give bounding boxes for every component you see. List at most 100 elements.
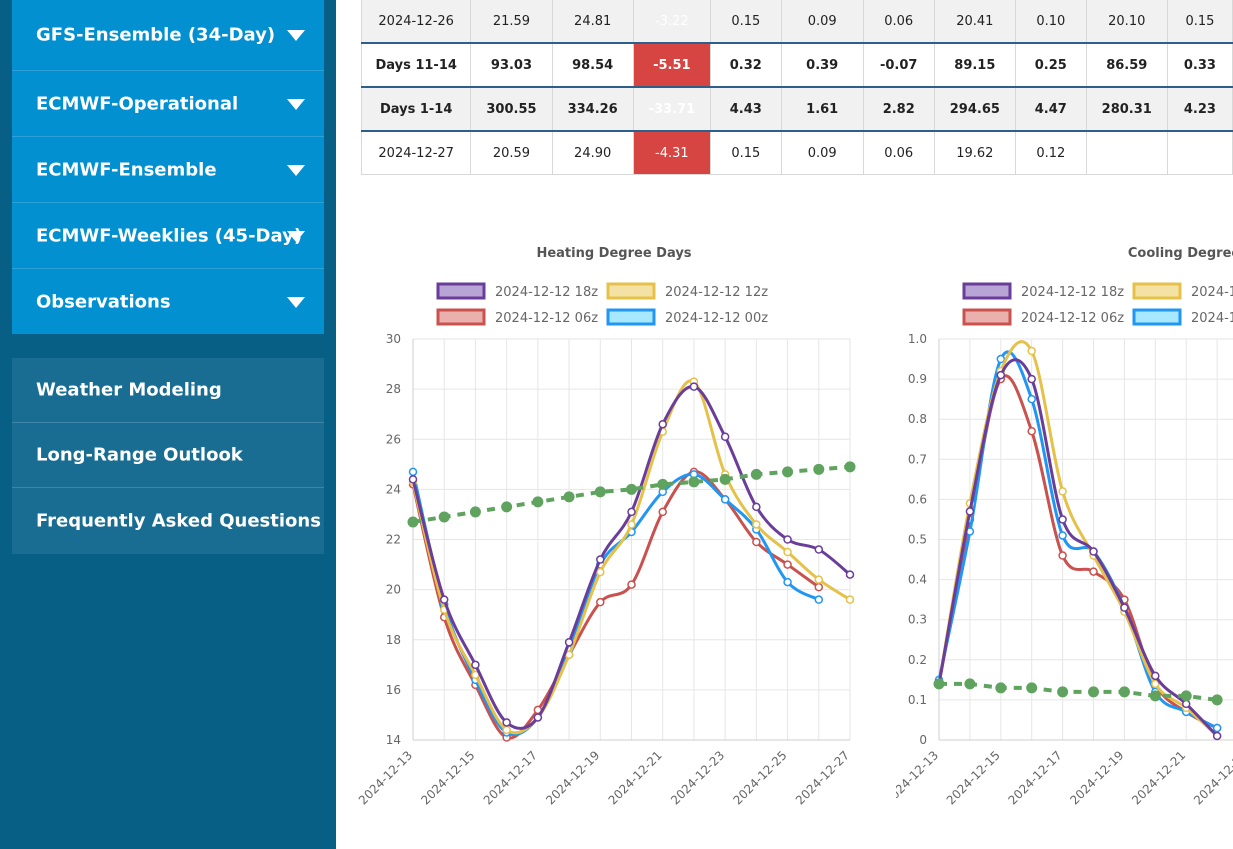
data-point[interactable]	[719, 473, 731, 485]
menu-item-gfs-ensemble-34-day[interactable]: GFS-Ensemble (34-Day)	[12, 0, 324, 71]
data-point[interactable]	[408, 467, 418, 477]
menu-item-ecmwf-weeklies-45-day[interactable]: ECMWF-Weeklies (45-Day)	[12, 203, 324, 269]
legend-item[interactable]: 2024-12-12 00z	[606, 308, 768, 326]
data-point[interactable]	[965, 507, 975, 516]
legend-item[interactable]: 2024-12-12 00z	[1132, 308, 1233, 326]
data-point[interactable]	[996, 354, 1006, 364]
data-point[interactable]	[1089, 567, 1098, 576]
data-point[interactable]	[996, 370, 1006, 380]
data-point[interactable]	[533, 713, 543, 722]
data-point[interactable]	[1027, 426, 1036, 436]
data-point[interactable]	[627, 580, 636, 589]
data-point[interactable]	[814, 582, 824, 592]
chart-title: Cooling Degree Days	[1128, 246, 1233, 261]
data-point[interactable]	[502, 725, 511, 735]
menu-item-observations[interactable]: Observations	[12, 269, 324, 335]
data-point[interactable]	[814, 575, 824, 584]
data-point[interactable]	[439, 595, 449, 604]
data-point[interactable]	[1058, 551, 1067, 560]
data-point[interactable]	[813, 463, 825, 475]
data-point[interactable]	[782, 466, 794, 478]
data-point[interactable]	[471, 660, 480, 670]
legend-item[interactable]: 2024-12-12 12z	[1132, 282, 1233, 300]
data-point[interactable]	[964, 678, 976, 690]
data-point[interactable]	[627, 507, 636, 517]
data-point[interactable]	[1211, 694, 1223, 706]
chevron-down-icon[interactable]	[287, 98, 305, 110]
data-point[interactable]	[407, 516, 419, 528]
chevron-down-icon[interactable]	[287, 230, 305, 242]
data-point[interactable]	[995, 682, 1007, 694]
data-point[interactable]	[1118, 686, 1130, 698]
data-point[interactable]	[689, 382, 699, 391]
chevron-down-icon[interactable]	[287, 297, 305, 308]
data-point[interactable]	[783, 560, 792, 569]
chevron-down-icon[interactable]	[287, 164, 305, 176]
data-point[interactable]	[688, 476, 700, 488]
data-point[interactable]	[408, 475, 418, 484]
data-point[interactable]	[814, 595, 824, 604]
data-point[interactable]	[1212, 723, 1222, 733]
data-point[interactable]	[933, 678, 945, 690]
data-point[interactable]	[1027, 346, 1036, 356]
legend-item[interactable]: 2024-12-12 18z	[436, 282, 598, 300]
data-point[interactable]	[1027, 374, 1036, 384]
data-point[interactable]	[1180, 690, 1192, 702]
data-point[interactable]	[783, 547, 792, 557]
data-point[interactable]	[501, 501, 513, 513]
data-point[interactable]	[783, 535, 792, 544]
data-point[interactable]	[752, 520, 761, 529]
nav-link-frequently-asked-questions[interactable]: Frequently Asked Questions	[12, 488, 324, 554]
data-point[interactable]	[563, 491, 575, 503]
data-point[interactable]	[720, 432, 730, 441]
data-point[interactable]	[844, 461, 856, 473]
data-point[interactable]	[1151, 679, 1160, 689]
data-point[interactable]	[845, 595, 855, 604]
data-point[interactable]	[1212, 731, 1222, 741]
data-point[interactable]	[1088, 686, 1100, 698]
data-point[interactable]	[783, 577, 792, 587]
data-point[interactable]	[1149, 690, 1161, 702]
data-point[interactable]	[1058, 531, 1067, 540]
data-point[interactable]	[627, 520, 636, 529]
data-point[interactable]	[1026, 682, 1038, 694]
data-point[interactable]	[750, 468, 762, 480]
legend-item[interactable]: 2024-12-12 06z	[436, 308, 598, 326]
data-point[interactable]	[596, 567, 605, 577]
legend-item[interactable]: 2024-12-12 18z	[962, 282, 1124, 300]
nav-link-weather-modeling[interactable]: Weather Modeling	[12, 358, 324, 423]
data-point[interactable]	[1058, 487, 1067, 496]
data-point[interactable]	[752, 537, 761, 547]
data-point[interactable]	[720, 495, 730, 504]
data-point[interactable]	[594, 486, 606, 498]
legend-item[interactable]: 2024-12-12 06z	[962, 308, 1124, 326]
menu-item-ecmwf-ensemble[interactable]: ECMWF-Ensemble	[12, 137, 324, 203]
legend-item[interactable]: 2024-12-12 12z	[606, 282, 768, 300]
data-point[interactable]	[1120, 603, 1129, 612]
data-point[interactable]	[502, 718, 511, 727]
data-point[interactable]	[752, 502, 761, 512]
data-point[interactable]	[658, 419, 667, 429]
data-point[interactable]	[438, 511, 450, 523]
data-point[interactable]	[564, 638, 574, 647]
data-point[interactable]	[1058, 515, 1067, 524]
data-point[interactable]	[845, 570, 855, 579]
nav-link-long-range-outlook[interactable]: Long-Range Outlook	[12, 423, 324, 488]
y-tick-label: 0.4	[908, 573, 927, 587]
data-point[interactable]	[469, 506, 481, 518]
data-point[interactable]	[596, 597, 605, 607]
data-point[interactable]	[1027, 394, 1036, 404]
data-point[interactable]	[658, 507, 667, 517]
data-point[interactable]	[814, 545, 824, 554]
data-point[interactable]	[657, 478, 669, 490]
data-point[interactable]	[1151, 671, 1160, 681]
data-point[interactable]	[532, 496, 544, 508]
data-point[interactable]	[1181, 699, 1191, 709]
data-point[interactable]	[596, 555, 605, 564]
data-point[interactable]	[626, 483, 637, 495]
chevron-down-icon[interactable]	[287, 30, 305, 41]
menu-item-ecmwf-operational[interactable]: ECMWF-Operational	[12, 71, 324, 137]
data-point[interactable]	[1089, 547, 1098, 556]
chart-title: Heating Degree Days	[536, 246, 691, 261]
data-point[interactable]	[1057, 686, 1069, 698]
